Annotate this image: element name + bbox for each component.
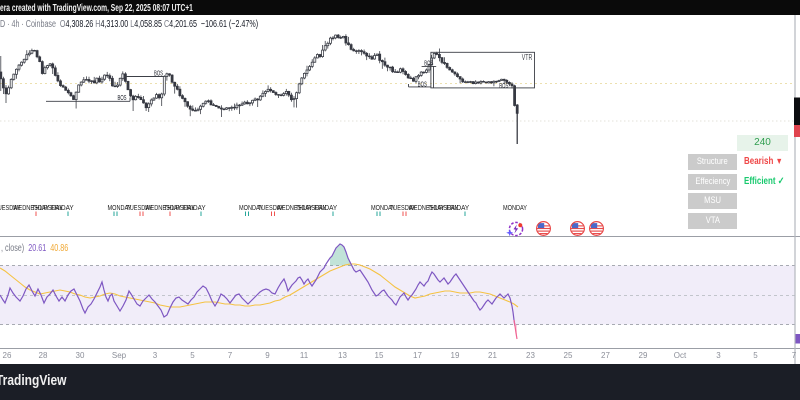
svg-text:VTR: VTR (522, 53, 533, 62)
svg-text:THURSDAY: THURSDAY (295, 203, 326, 212)
svg-text:15: 15 (375, 351, 384, 360)
svg-text:THURSDAY: THURSDAY (164, 203, 195, 212)
svg-text:WEDNESDAY: WEDNESDAY (13, 203, 49, 212)
svg-text:THURSDAY: THURSDAY (427, 203, 458, 212)
svg-text:BOS: BOS (418, 82, 427, 89)
svg-text:9: 9 (265, 351, 270, 360)
svg-text:WEDNESDAY: WEDNESDAY (409, 203, 445, 212)
svg-text:Oct: Oct (674, 351, 687, 360)
svg-text:26: 26 (3, 351, 12, 360)
svg-text:28: 28 (39, 351, 48, 360)
svg-text:5: 5 (190, 351, 195, 360)
svg-text:13: 13 (338, 351, 347, 360)
svg-text:WEDNESDAY: WEDNESDAY (145, 203, 181, 212)
svg-text:BOS: BOS (499, 83, 508, 90)
svg-text:TUESDAY: TUESDAY (390, 203, 416, 212)
svg-text:TUESDAY: TUESDAY (126, 203, 152, 212)
svg-text:27: 27 (601, 351, 610, 360)
svg-text:5: 5 (753, 351, 758, 360)
svg-text:FRIDAY: FRIDAY (51, 203, 74, 212)
svg-text:BOS: BOS (424, 60, 433, 67)
svg-text:7: 7 (792, 351, 797, 360)
svg-text:WEDNESDAY: WEDNESDAY (277, 203, 313, 212)
svg-text:25: 25 (564, 351, 573, 360)
svg-text:MONDAY: MONDAY (239, 203, 263, 212)
svg-text:Sep: Sep (112, 351, 127, 360)
svg-text:TUESDAY: TUESDAY (258, 203, 284, 212)
svg-text:19: 19 (451, 351, 460, 360)
svg-text:3: 3 (153, 351, 158, 360)
svg-text:FRIDAY: FRIDAY (446, 203, 469, 212)
svg-text:7: 7 (228, 351, 233, 360)
svg-text:TUESDAY: TUESDAY (0, 203, 20, 212)
svg-text:29: 29 (639, 351, 648, 360)
svg-text:30: 30 (76, 351, 85, 360)
svg-text:3: 3 (716, 351, 721, 360)
svg-text:BOS: BOS (154, 70, 163, 77)
svg-text:FRIDAY: FRIDAY (314, 203, 337, 212)
svg-text:MONDAY: MONDAY (108, 203, 132, 212)
svg-text:21: 21 (488, 351, 497, 360)
svg-text:MONDAY: MONDAY (503, 203, 527, 212)
svg-text:11: 11 (300, 351, 309, 360)
svg-text:THURSDAY: THURSDAY (32, 203, 63, 212)
svg-text:17: 17 (413, 351, 422, 360)
svg-text:MONDAY: MONDAY (371, 203, 395, 212)
svg-text:BOS: BOS (118, 95, 127, 102)
svg-text:23: 23 (526, 351, 535, 360)
svg-text:FRIDAY: FRIDAY (183, 203, 206, 212)
